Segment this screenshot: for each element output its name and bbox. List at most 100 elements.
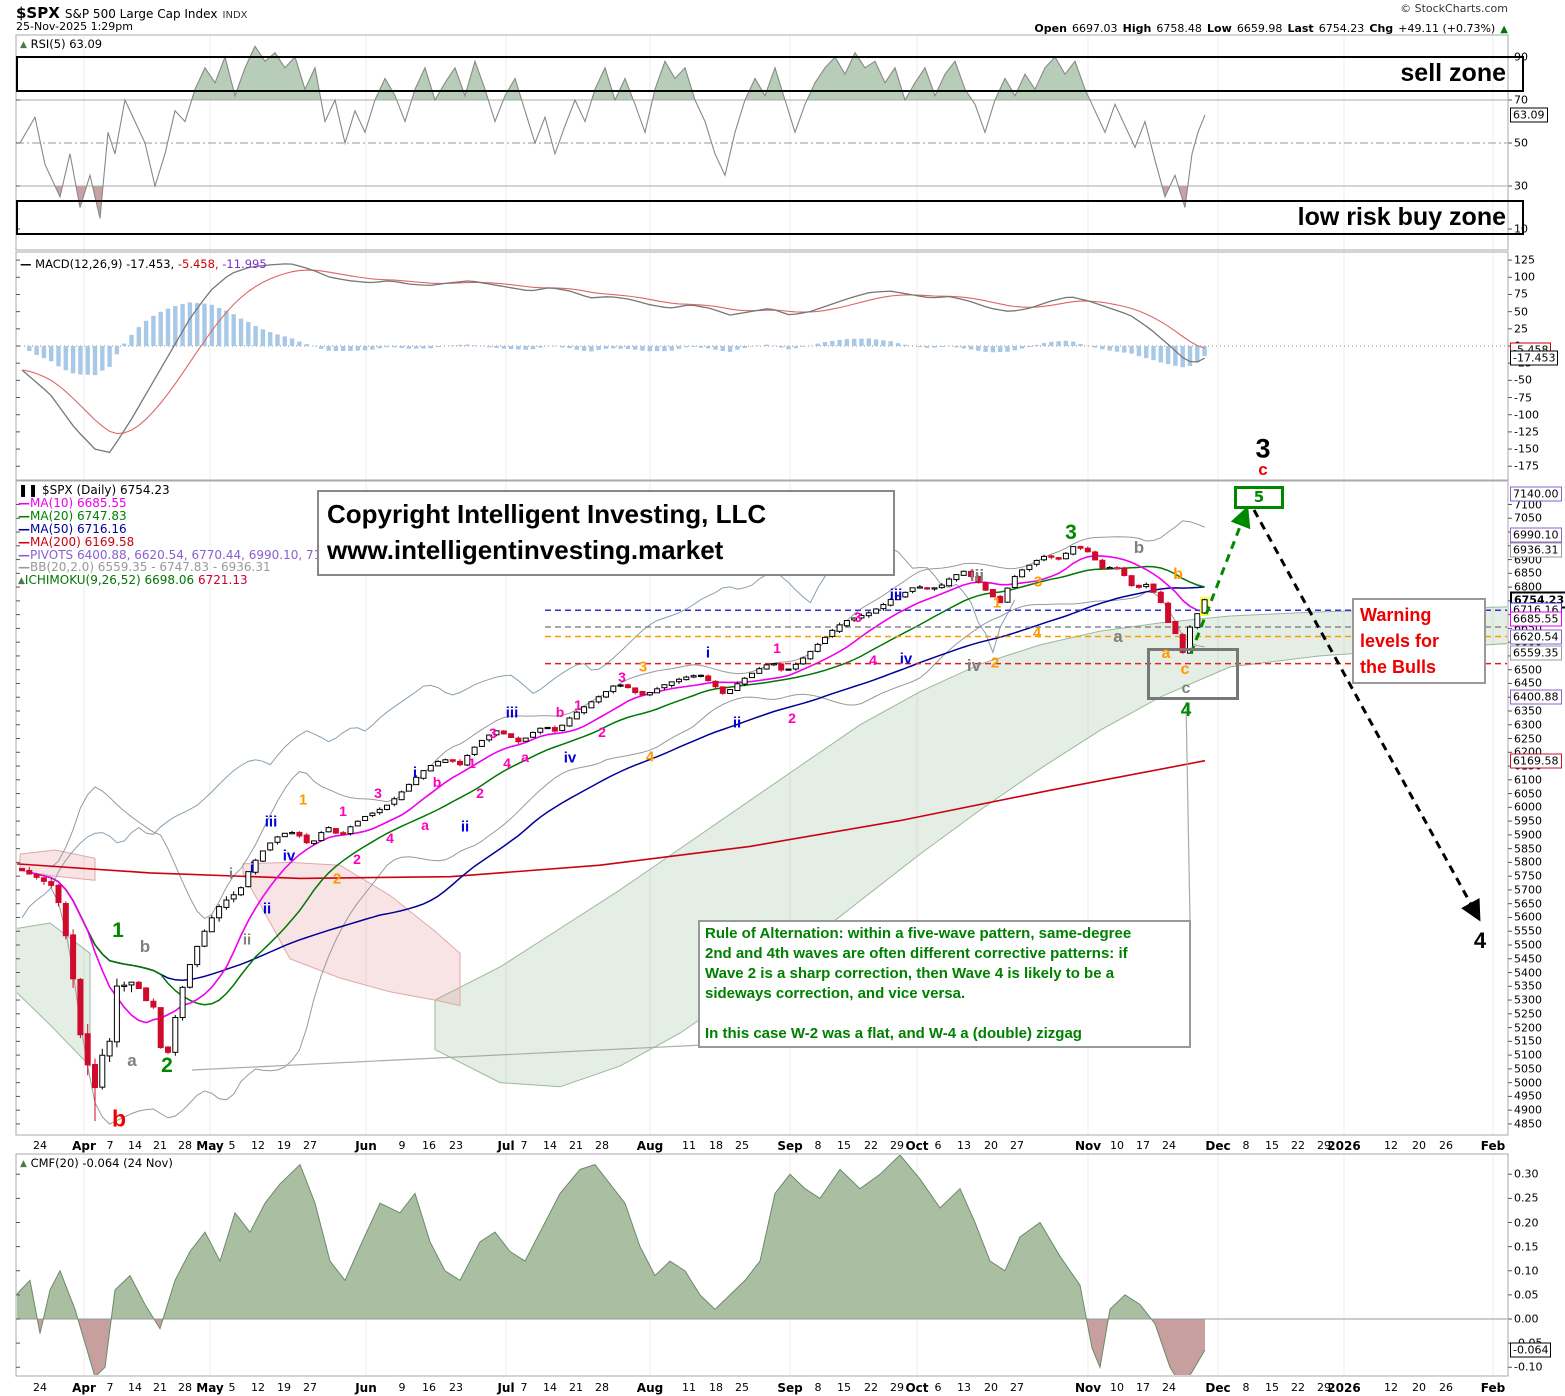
- y-tick-label: 5250: [1514, 1007, 1542, 1021]
- high-label: High: [1122, 22, 1152, 35]
- wave-label: iv: [282, 847, 296, 865]
- last-label: Last: [1287, 22, 1314, 35]
- y-tick-label: 5950: [1514, 814, 1542, 828]
- wave-label: iv: [966, 656, 982, 675]
- y-tick-label: -0.10: [1514, 1360, 1543, 1374]
- date-tick-label: Apr: [72, 1381, 96, 1395]
- wave-label: 4: [1032, 624, 1042, 642]
- date-tick-label: 7: [106, 1139, 114, 1152]
- date-tick-label: 6: [934, 1139, 942, 1152]
- date-tick-label: 2026: [1327, 1139, 1361, 1153]
- date-tick-label: 28: [595, 1139, 609, 1152]
- date-tick-label: 23: [449, 1139, 463, 1152]
- date-tick-label: 20: [984, 1139, 998, 1152]
- wave-label: 3: [1065, 521, 1077, 544]
- rule-of-alternation-box: Rule of Alternation: within a five-wave …: [698, 920, 1191, 1048]
- axis-value-marker: 6990.10: [1510, 527, 1562, 543]
- y-tick-label: 5750: [1514, 869, 1542, 883]
- wave-label: 1: [992, 594, 1002, 612]
- wave-label: 3: [854, 609, 862, 625]
- wave-label: 1: [112, 919, 124, 942]
- y-tick-label: -75: [1514, 391, 1532, 405]
- date-tick-label: Aug: [636, 1381, 664, 1395]
- wave-label: b: [111, 1105, 127, 1132]
- date-tick-label: 28: [178, 1139, 192, 1152]
- symbol-exchange: INDX: [222, 10, 248, 21]
- y-tick-label: -125: [1514, 425, 1539, 439]
- date-tick-label: 12: [251, 1381, 265, 1394]
- date-tick-label: 9: [398, 1139, 406, 1152]
- y-tick-label: 50: [1514, 136, 1528, 150]
- wave-label: 1: [574, 697, 582, 713]
- cmf-plot: [17, 1155, 1507, 1375]
- date-tick-label: 28: [178, 1381, 192, 1394]
- date-tick-label: 21: [569, 1139, 583, 1152]
- wave-label: 2: [353, 851, 361, 867]
- axis-value-marker: -0.064: [1510, 1342, 1552, 1358]
- wave-label: c: [1181, 680, 1191, 697]
- y-tick-label: 5700: [1514, 883, 1542, 897]
- date-tick-label: 27: [303, 1381, 317, 1394]
- date-tick-label: 16: [422, 1139, 436, 1152]
- y-tick-label: 5300: [1514, 993, 1542, 1007]
- date-tick-label: 14: [128, 1381, 142, 1394]
- date-tick-label: May: [196, 1139, 224, 1153]
- indicator-icon: ▲: [20, 1159, 27, 1169]
- date-tick-label: 16: [422, 1381, 436, 1394]
- date-tick-label: 27: [303, 1139, 317, 1152]
- y-tick-label: 5600: [1514, 910, 1542, 924]
- date-tick-label: 21: [569, 1381, 583, 1394]
- y-tick-label: 0.15: [1514, 1240, 1539, 1254]
- date-tick-label: Jun: [355, 1139, 377, 1153]
- wave4-highlight-box: [1147, 648, 1239, 700]
- date-tick-label: 22: [864, 1139, 878, 1152]
- y-tick-label: 5500: [1514, 938, 1542, 952]
- wave5-target-box: 5: [1234, 486, 1284, 509]
- date-tick-label: Feb: [1480, 1381, 1506, 1395]
- date-tick-label: 25: [735, 1381, 749, 1394]
- date-tick-label: 5: [228, 1139, 236, 1152]
- legend-bb: —BB(20,2.0) 6559.35 - 6747.83 - 6936.31: [18, 560, 271, 575]
- wave-label: 4: [1180, 700, 1192, 721]
- legend-ma200: —MA(200) 6169.58: [18, 534, 135, 549]
- date-tick-label: 14: [543, 1139, 557, 1152]
- wave-label: b: [555, 704, 565, 720]
- date-tick-label: 28: [595, 1381, 609, 1394]
- y-tick-label: -150: [1514, 442, 1539, 456]
- axis-value-marker: 6685.55: [1510, 611, 1562, 627]
- y-tick-label: 5150: [1514, 1034, 1542, 1048]
- chart-title: $SPX S&P 500 Large Cap Index INDX: [16, 3, 248, 22]
- legend-pivots: —PIVOTS 6400.88, 6620.54, 6770.44, 6990.…: [18, 547, 356, 562]
- date-tick-label: 27: [1010, 1139, 1024, 1152]
- stockcharts-credit: © StockCharts.com: [1400, 2, 1508, 15]
- wave-label: 3: [489, 725, 497, 741]
- y-tick-label: 5000: [1514, 1076, 1542, 1090]
- y-tick-label: 75: [1514, 287, 1528, 301]
- wave-label: 3: [1033, 573, 1043, 591]
- copyright-line1: Copyright Intelligent Investing, LLC: [327, 499, 767, 529]
- wave-label: a: [1113, 627, 1123, 646]
- axis-value-marker: 63.09: [1510, 107, 1548, 123]
- date-tick-label: Oct: [905, 1139, 929, 1153]
- y-tick-label: 100: [1514, 270, 1535, 284]
- cmf-label: ▲ CMF(20) -0.064 (24 Nov): [20, 1156, 173, 1170]
- wave-label: 3: [374, 785, 382, 801]
- wave-label: 3: [638, 658, 648, 676]
- date-tick-label: 15: [1265, 1381, 1279, 1394]
- wave-label: b: [432, 774, 442, 790]
- wave-label: b: [1173, 566, 1183, 583]
- y-tick-label: 5350: [1514, 979, 1542, 993]
- axis-value-marker: 6620.54: [1510, 629, 1562, 644]
- macd-label: — MACD(12,26,9) -17.453, -5.458, -11.995: [20, 257, 267, 271]
- y-tick-label: 0.05: [1514, 1288, 1539, 1302]
- date-tick-label: 10: [1110, 1139, 1124, 1152]
- wave-label: 2: [598, 724, 606, 740]
- indicator-icon: ▲: [20, 40, 27, 50]
- rsi-plot: [17, 45, 1507, 219]
- y-tick-label: 25: [1514, 322, 1528, 336]
- quote-line: Open 6697.03 High 6758.48 Low 6659.98 La…: [1034, 17, 1508, 36]
- y-tick-label: 5800: [1514, 855, 1542, 869]
- wave-label: 3: [618, 669, 626, 685]
- date-tick-label: 12: [251, 1139, 265, 1152]
- wave-label: iii: [889, 586, 903, 604]
